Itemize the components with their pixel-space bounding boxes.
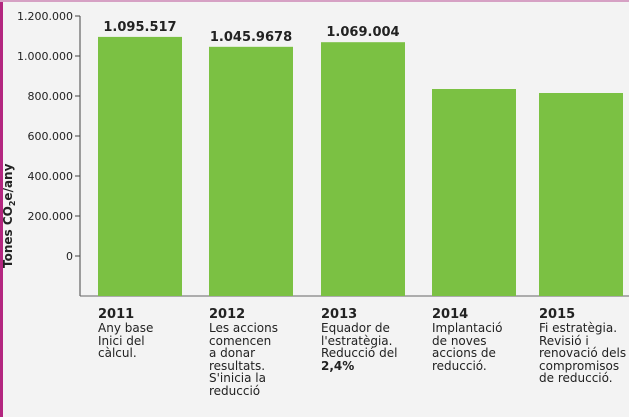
x-category-year: 2013 — [321, 307, 358, 322]
y-tick-label: 400.000 — [28, 170, 74, 183]
x-category-note-line: accions de — [432, 346, 496, 360]
chart-data-labels: 1.095.517 1.045.9678 1.069.004 — [103, 20, 399, 45]
x-category-note-line: reducció. — [432, 358, 487, 373]
chart-bars — [98, 36, 623, 296]
x-category-year: 2014 — [432, 307, 469, 322]
data-label-2012: 1.045.9678 — [210, 30, 292, 45]
data-label-2011: 1.095.517 — [103, 20, 176, 35]
y-tick-label: 200.000 — [28, 210, 74, 223]
x-category-2015: 2015 Fi estratègia. Revisió i renovació del… — [539, 308, 626, 385]
bar-2013 — [321, 42, 405, 296]
x-category-note-line: Any base — [98, 321, 154, 335]
bar-2015 — [539, 93, 623, 296]
data-label-2013: 1.069.004 — [326, 25, 399, 40]
bar-2011 — [98, 36, 182, 296]
x-category-note-line: comencen — [209, 333, 272, 348]
x-category-note-line: 2,4% — [321, 358, 355, 373]
x-category-note-line: de reducció. — [539, 371, 613, 385]
y-tick-label: 1.000.000 — [17, 50, 73, 63]
y-tick-label: 1.200.000 — [17, 10, 73, 23]
x-category-note-line: de noves — [432, 333, 487, 348]
x-category-note-line: Reducció del — [321, 346, 398, 360]
bar-2014 — [432, 89, 516, 296]
x-category-note-line: Fi estratègia. — [539, 321, 618, 335]
x-category-note-line: compromisos — [539, 358, 620, 373]
x-category-2011: 2011 Any base Inici del càlcul. — [98, 308, 153, 360]
x-category-note-line: Equador de — [321, 321, 390, 335]
x-category-year: 2011 — [98, 307, 135, 322]
x-category-note-line: renovació dels — [539, 346, 627, 360]
svg-text:Tones CO2e/any: Tones CO2e/any — [1, 163, 17, 268]
x-category-note-line: càlcul. — [98, 346, 137, 360]
y-tick-label: 0 — [66, 250, 73, 263]
top-border — [0, 0, 629, 2]
x-category-note-line: Implantació — [432, 321, 503, 335]
x-category-note-line: reducció — [209, 383, 261, 398]
y-axis-label: Tones CO2e/any — [1, 163, 17, 268]
x-category-2013: 2013 Equador de l'estratègia. Reducció del 2… — [321, 308, 397, 372]
x-category-note-line: a donar — [209, 346, 256, 360]
bar-2012 — [209, 46, 293, 296]
left-accent-border — [0, 0, 3, 417]
chart-axes: 1.200.000 1.000.000 800.000 600.000 400.000 2… — [17, 10, 629, 297]
x-category-2014: 2014 Implantació de noves accions de reducci… — [432, 308, 502, 372]
x-category-year: 2012 — [209, 307, 246, 322]
x-category-note-line: resultats. — [209, 358, 266, 373]
x-category-note-line: S'inicia la — [209, 371, 266, 385]
x-category-note-line: Inici del — [98, 333, 145, 348]
x-category-year: 2015 — [539, 307, 576, 322]
y-tick-label: 800.000 — [28, 90, 74, 103]
y-tick-label: 600.000 — [28, 130, 74, 143]
x-category-2012: 2012 Les accions comencen a donar resultats.… — [209, 308, 278, 397]
x-category-note-line: Revisió i — [539, 333, 589, 348]
x-category-note-line: Les accions — [209, 321, 279, 335]
x-category-note-line: l'estratègia. — [321, 333, 393, 348]
